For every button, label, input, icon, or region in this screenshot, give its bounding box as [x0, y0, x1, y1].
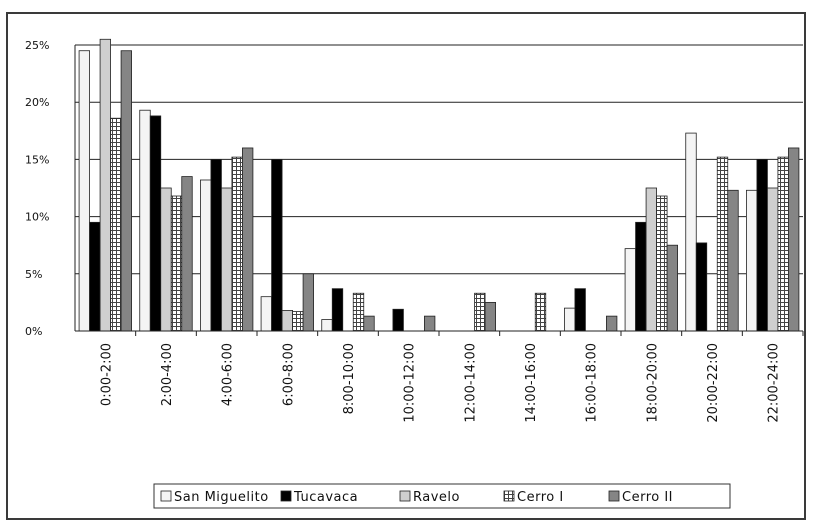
x-tick-label: 20:00-22:00 — [706, 343, 721, 423]
x-tick-label: 6:00-8:00 — [281, 343, 296, 406]
bar — [110, 117, 122, 332]
bar — [756, 158, 768, 332]
bar — [484, 301, 496, 332]
x-tick-label: 16:00-18:00 — [585, 343, 600, 423]
bar — [777, 156, 789, 332]
legend-label: Ravelo — [413, 490, 460, 505]
bar — [160, 187, 172, 332]
bar — [767, 187, 779, 332]
bar — [606, 315, 618, 332]
bar — [221, 187, 233, 332]
legend-swatch — [280, 490, 292, 502]
bar — [120, 50, 132, 332]
bar — [352, 292, 365, 332]
bar — [564, 307, 576, 332]
axes — [74, 45, 804, 336]
x-tick-label: 18:00-20:00 — [645, 343, 660, 423]
bar — [321, 319, 333, 332]
chart-frame: 0% 5% 10% 15% 20% 25% 0:00-2:00 2:00-4:00 4:00-… — [6, 12, 806, 520]
bar — [210, 158, 222, 332]
bar — [260, 296, 272, 332]
y-tick-label: 10% — [25, 211, 49, 224]
x-tick-label: 4:00-6:00 — [221, 343, 236, 406]
legend-swatch — [399, 490, 411, 502]
bar — [89, 221, 101, 332]
bar — [574, 288, 586, 332]
y-tick-label: 5% — [25, 268, 42, 281]
bar — [635, 221, 647, 332]
bar — [200, 179, 212, 332]
bar — [746, 189, 758, 332]
bar — [716, 156, 729, 332]
bar — [534, 292, 547, 332]
bar — [181, 176, 193, 332]
bar — [78, 50, 90, 332]
bar — [685, 132, 697, 332]
bar — [727, 189, 739, 332]
bar — [99, 38, 111, 332]
legend-swatch — [160, 490, 172, 502]
bar — [302, 273, 314, 332]
legend-label: San Miguelito — [174, 490, 269, 505]
bar — [624, 248, 636, 332]
bar — [271, 158, 283, 332]
bars — [78, 38, 800, 332]
bar — [656, 195, 668, 332]
y-tick-label: 15% — [25, 153, 49, 166]
gridlines — [75, 44, 803, 275]
legend-label: Tucavaca — [293, 490, 358, 505]
x-tick-label: 0:00-2:00 — [99, 343, 114, 406]
bar — [242, 147, 254, 332]
legend-swatch — [608, 490, 620, 502]
y-tick-labels: 0% 5% 10% 15% 20% 25% — [25, 39, 49, 338]
bar — [170, 195, 183, 332]
y-tick-label: 20% — [25, 96, 49, 109]
bar — [281, 310, 293, 332]
bar — [331, 288, 344, 332]
bar — [392, 308, 404, 332]
bar — [666, 244, 678, 332]
x-tick-label: 22:00-24:00 — [767, 343, 782, 423]
bar — [363, 315, 375, 332]
x-tick-label: 14:00-16:00 — [524, 343, 539, 423]
bar — [231, 156, 243, 332]
legend-swatch — [503, 490, 515, 502]
x-tick-label: 8:00-10:00 — [342, 343, 357, 414]
bar — [788, 147, 800, 332]
bar — [645, 187, 657, 332]
legend-box — [153, 483, 731, 509]
bar-chart: 0% 5% 10% 15% 20% 25% 0:00-2:00 2:00-4:00 4:00-… — [25, 38, 804, 509]
x-tick-label: 2:00-4:00 — [160, 343, 175, 406]
x-tick-label: 10:00-12:00 — [403, 343, 418, 423]
y-tick-label: 25% — [25, 39, 49, 52]
legend: San Miguelito Tucavaca Ravelo Cerro I Cerro … — [153, 483, 731, 509]
bar — [292, 311, 304, 332]
bar — [695, 242, 708, 332]
bar — [424, 315, 436, 332]
y-tick-label: 0% — [25, 325, 42, 338]
x-tick-labels: 0:00-2:00 2:00-4:00 4:00-6:00 6:00-8:00 8:00… — [99, 343, 781, 423]
legend-label: Cerro II — [622, 490, 673, 505]
bar — [149, 115, 162, 332]
bar — [139, 109, 151, 332]
legend-label: Cerro I — [517, 490, 564, 505]
bar — [474, 292, 486, 332]
x-tick-label: 12:00-14:00 — [463, 343, 478, 423]
